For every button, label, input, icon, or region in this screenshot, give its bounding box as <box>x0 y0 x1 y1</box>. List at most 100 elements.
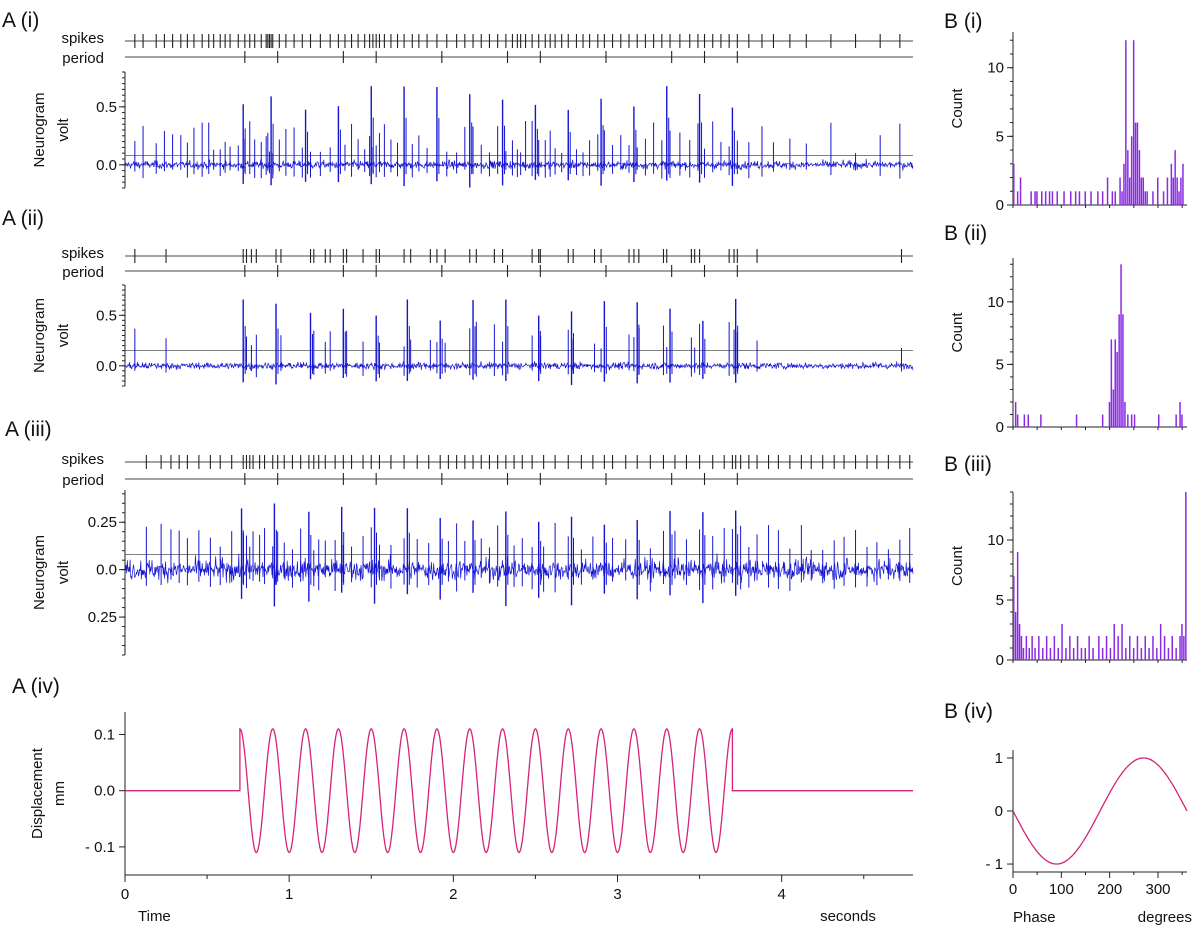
y-axis-label: Count <box>949 312 966 353</box>
histogram-bar <box>1042 648 1044 660</box>
histogram-bar <box>1034 648 1036 660</box>
histogram-bar <box>1136 122 1139 205</box>
histogram-bar <box>1072 648 1075 660</box>
panel-label: A (i) <box>2 9 39 32</box>
neurogram-trace <box>124 158 914 171</box>
x-tick-label: 1 <box>285 886 293 903</box>
spikes-label: spikes <box>61 451 104 468</box>
histogram-bar <box>1144 636 1146 660</box>
histogram-bar <box>1136 636 1139 660</box>
histogram-bar <box>1123 163 1125 205</box>
panel-label: B (i) <box>944 10 983 33</box>
neurogram-trace <box>125 553 914 585</box>
panel-ai: spikes period 0.5 0.0 Neurogram volt <box>31 30 914 189</box>
histogram-bar <box>1101 414 1104 427</box>
histogram-bar <box>1016 414 1019 427</box>
x-tick-label: 300 <box>1145 881 1170 898</box>
histogram-bar <box>1013 163 1015 205</box>
histogram-bar <box>1138 150 1141 205</box>
x-tick-label: 0 <box>121 886 129 903</box>
histogram-bar <box>1109 648 1112 660</box>
period-label: period <box>62 264 104 281</box>
y-tick-label: 5 <box>996 592 1004 609</box>
histogram-bar <box>1179 636 1181 660</box>
y-tick-label: 0.25 <box>88 609 117 626</box>
y-axis-label: Count <box>949 545 966 586</box>
spikes-label: spikes <box>61 245 104 262</box>
panel-label: B (iv) <box>944 700 993 723</box>
panel-label: A (iv) <box>12 675 60 698</box>
y-tick-label: 0.25 <box>88 514 117 531</box>
histogram-bar <box>1101 648 1104 660</box>
histogram-bar <box>1125 648 1127 660</box>
histogram-bar <box>1044 191 1047 205</box>
histogram-bar <box>1028 648 1030 660</box>
histogram-bar <box>1148 648 1150 660</box>
histogram-bar <box>1034 191 1036 205</box>
panel-biv: 1 0 - 1 0 100 200 300 Phase degrees <box>985 750 1192 926</box>
histogram-bar <box>1114 339 1116 427</box>
y-tick-label: 0 <box>995 803 1003 820</box>
histogram-bar <box>1130 414 1133 427</box>
y-tick-label: 0.0 <box>96 358 117 375</box>
histogram-bar <box>1016 191 1019 205</box>
y-axis-unit: volt <box>55 323 72 347</box>
histogram-bar <box>1018 624 1021 660</box>
histogram-bar <box>1129 636 1131 660</box>
x-tick-label: 0 <box>1009 881 1017 898</box>
histogram-bar <box>1084 648 1086 660</box>
y-tick-label: 0 <box>996 197 1004 214</box>
y-tick-label: 5 <box>996 356 1004 373</box>
histogram-bar <box>1022 648 1025 660</box>
histogram-bar <box>1121 624 1123 660</box>
x-tick-label: 200 <box>1097 881 1122 898</box>
y-tick-label: 0 <box>996 652 1004 669</box>
histogram-bar <box>1175 414 1177 427</box>
histogram-bar <box>1049 648 1052 660</box>
histogram-bar <box>1045 636 1048 660</box>
histogram-bar <box>1108 402 1111 427</box>
histogram-bar <box>1120 264 1122 427</box>
histogram-bar <box>1175 648 1177 660</box>
histogram-bar <box>1144 191 1146 205</box>
histogram-bar <box>1074 191 1077 205</box>
histogram-bar <box>1170 163 1173 205</box>
period-label: period <box>62 50 104 67</box>
y-tick-label: 0.5 <box>96 307 117 324</box>
histogram-bar <box>1057 648 1059 660</box>
histogram-bar <box>1152 636 1154 660</box>
histogram-bar <box>1125 40 1127 206</box>
histogram-bar <box>1101 191 1104 205</box>
panel-hist-4: 0 5 10 Count <box>949 32 1187 214</box>
histogram-bar <box>1092 648 1094 660</box>
histogram-bar <box>1172 177 1174 205</box>
histogram-bar <box>1185 492 1187 660</box>
x-tick-label: 4 <box>777 886 785 903</box>
x-tick-label: 3 <box>613 886 621 903</box>
histogram-bar <box>1152 191 1154 205</box>
histogram-bar <box>1110 339 1113 427</box>
histogram-bar <box>1132 40 1135 206</box>
y-tick-label: 0.0 <box>94 783 115 800</box>
histogram-bar <box>1116 351 1118 427</box>
histogram-bar <box>1097 191 1099 205</box>
histogram-bar <box>1048 191 1051 205</box>
panel-aii: spikes period 0.5 0.0 Neurogram volt <box>31 245 914 387</box>
y-tick-label: 10 <box>987 532 1004 549</box>
y-tick-label: 5 <box>996 128 1004 145</box>
histogram-bar <box>1019 177 1022 205</box>
histogram-bar <box>1014 402 1017 427</box>
histogram-bar <box>1111 191 1114 205</box>
panel-label: A (ii) <box>2 207 44 230</box>
histogram-bar <box>1040 414 1042 427</box>
y-tick-label: 1 <box>995 750 1003 767</box>
histogram-bar <box>1036 191 1038 205</box>
histogram-bar <box>1053 636 1056 660</box>
histogram-bar <box>1121 191 1123 205</box>
histogram-bar <box>1183 636 1185 660</box>
histogram-bar <box>1127 150 1129 205</box>
histogram-bar <box>1020 636 1023 660</box>
y-axis-label: Displacement <box>29 747 46 839</box>
displacement-trace <box>125 727 913 854</box>
phase-curve <box>1012 757 1188 865</box>
